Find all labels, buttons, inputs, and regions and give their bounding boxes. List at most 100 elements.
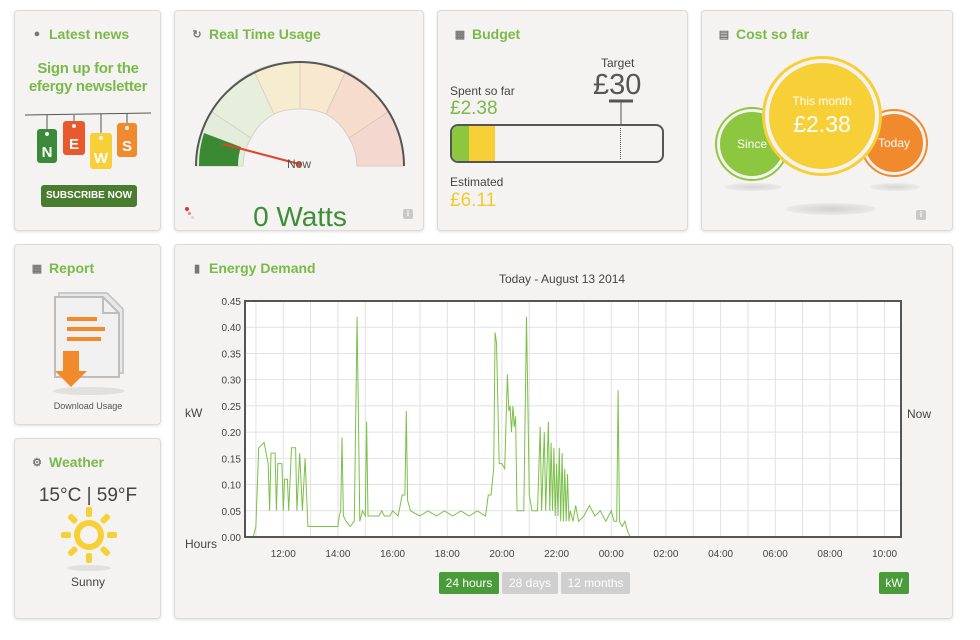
x-tick-label: 06:00 — [763, 549, 788, 560]
news-card: ● Latest news Sign up for the efergy new… — [14, 10, 161, 231]
since-shadow — [724, 183, 782, 191]
y-axis-label: kW — [185, 406, 203, 420]
x-tick-label: 08:00 — [817, 549, 842, 560]
subscribe-button[interactable]: SUBSCRIBE NOW — [41, 185, 137, 207]
realtime-title: ↻ Real Time Usage — [191, 26, 321, 42]
download-document-icon[interactable] — [15, 289, 161, 397]
x-tick-label: 10:00 — [872, 549, 897, 560]
realtime-card: ↻ Real Time Usage Now 0 Watts i — [174, 10, 424, 232]
report-card: ▦ Report Download Usage — [14, 244, 161, 425]
news-title: ● Latest news — [31, 26, 129, 42]
budget-title-label: Budget — [472, 26, 521, 42]
gauge-needle — [222, 143, 300, 165]
x-tick-label: 04:00 — [708, 549, 733, 560]
weather-card: ⚙ Weather 15°C | 59°F Sunny — [14, 438, 161, 619]
user-icon: ● — [33, 28, 41, 40]
x-axis-label: Hours — [185, 537, 218, 551]
tag-n: N — [37, 115, 57, 163]
month-value: £2.38 — [793, 111, 851, 137]
info-icon[interactable]: i — [403, 209, 413, 219]
tag-letter-s: S — [122, 138, 132, 155]
today-shadow — [870, 183, 920, 191]
spinner-icon: ↻ — [192, 28, 202, 41]
spent-label: Spent so far — [450, 84, 515, 98]
gauge-level-fill — [198, 133, 241, 166]
month-circle[interactable]: This month £2.38 — [765, 59, 879, 173]
info-icon[interactable]: i — [916, 210, 926, 220]
x-tick-label: 00:00 — [599, 549, 624, 560]
x-tick-label: 20:00 — [489, 549, 514, 560]
news-headline: Sign up for the efergy newsletter — [15, 60, 161, 96]
download-usage-label[interactable]: Download Usage — [53, 401, 123, 411]
energy-title-label: Energy Demand — [209, 260, 316, 276]
x-tick-label: 14:00 — [325, 549, 350, 560]
y-tick-label: 0.30 — [222, 376, 242, 387]
gauge-now-label: Now — [287, 157, 312, 171]
target-label: Target — [601, 56, 635, 70]
tag-letter-n: N — [42, 144, 53, 161]
sun-icon — [61, 507, 117, 563]
watts-reading: 0 Watts — [253, 201, 347, 232]
range-button-12-months[interactable]: 12 months — [561, 572, 630, 594]
target-marker — [609, 99, 633, 125]
y-tick-label: 0.15 — [222, 454, 242, 465]
energy-card: ▮ Energy Demand Today - August 13 2014 k… — [174, 244, 953, 619]
report-title-label: Report — [49, 260, 95, 276]
budget-card: ▦ Budget Target £30 Spent so far £2.38 E… — [437, 10, 688, 231]
temperature: 15°C | 59°F — [38, 485, 138, 506]
tag-s: S — [117, 113, 137, 157]
energy-title: ▮ Energy Demand — [191, 260, 316, 276]
x-tick-label: 12:00 — [271, 549, 296, 560]
weather-title-label: Weather — [49, 454, 104, 470]
series-line — [245, 316, 901, 538]
weather-condition: Sunny — [70, 575, 106, 589]
today-label: Today — [877, 136, 911, 150]
document-icon: ▦ — [31, 262, 43, 275]
y-tick-label: 0.40 — [222, 323, 242, 334]
budget-title: ▦ Budget — [454, 26, 520, 42]
x-tick-label: 02:00 — [653, 549, 678, 560]
y-tick-label: 0.35 — [222, 349, 242, 360]
unit-kw-button[interactable]: kW — [879, 572, 909, 594]
cost-card: ▤ Cost so far Since Today This month £2.… — [701, 10, 953, 231]
spent-value: £2.38 — [450, 98, 498, 119]
target-value: £30 — [593, 69, 642, 101]
y-tick-label: 0.25 — [222, 402, 242, 413]
month-shadow — [786, 203, 876, 215]
tag-w: W — [90, 114, 112, 169]
y-tick-label: 0.10 — [222, 481, 242, 492]
sun-shadow — [67, 565, 111, 571]
gauge-needle-hub — [296, 161, 302, 167]
tag-e: E — [63, 115, 85, 155]
month-label: This month — [792, 94, 852, 108]
estimated-value: £6.11 — [450, 190, 497, 211]
realtime-title-label: Real Time Usage — [209, 26, 321, 42]
x-tick-label: 18:00 — [435, 549, 460, 560]
usage-gauge — [195, 61, 405, 167]
chart-subtitle: Today - August 13 2014 — [499, 272, 626, 286]
now-right-label: Now — [907, 407, 932, 421]
news-tags-illustration: N E W S — [24, 112, 152, 169]
range-button-24-hours[interactable]: 24 hours — [439, 572, 499, 594]
budget-target-line — [620, 128, 621, 159]
calculator-icon: ▦ — [454, 28, 466, 41]
budget-progress-bar — [450, 124, 664, 163]
gauge-outline — [195, 61, 405, 167]
weather-title: ⚙ Weather — [31, 454, 104, 470]
y-tick-label: 0.05 — [222, 507, 242, 518]
y-tick-label: 0.45 — [222, 297, 242, 308]
x-tick-label: 16:00 — [380, 549, 405, 560]
spinner-indicator-icon — [185, 207, 195, 219]
books-icon: ▤ — [718, 28, 730, 41]
bar-chart-icon: ▮ — [193, 262, 201, 275]
tag-letter-w: W — [94, 150, 109, 167]
energy-demand-chart: 0.00 0.05 0.10 0.15 0.20 0.25 0.30 0.35 0.40 0.45… — [222, 297, 902, 560]
y-tick-label: 0.00 — [222, 533, 242, 544]
news-headline-line2: efergy newsletter — [28, 78, 148, 95]
cost-title-label: Cost so far — [736, 26, 810, 42]
budget-spent-fill — [452, 126, 469, 161]
plot-border — [244, 300, 902, 538]
y-tick-label: 0.20 — [222, 428, 242, 439]
tag-letter-e: E — [69, 136, 79, 153]
range-button-28-days[interactable]: 28 days — [502, 572, 558, 594]
